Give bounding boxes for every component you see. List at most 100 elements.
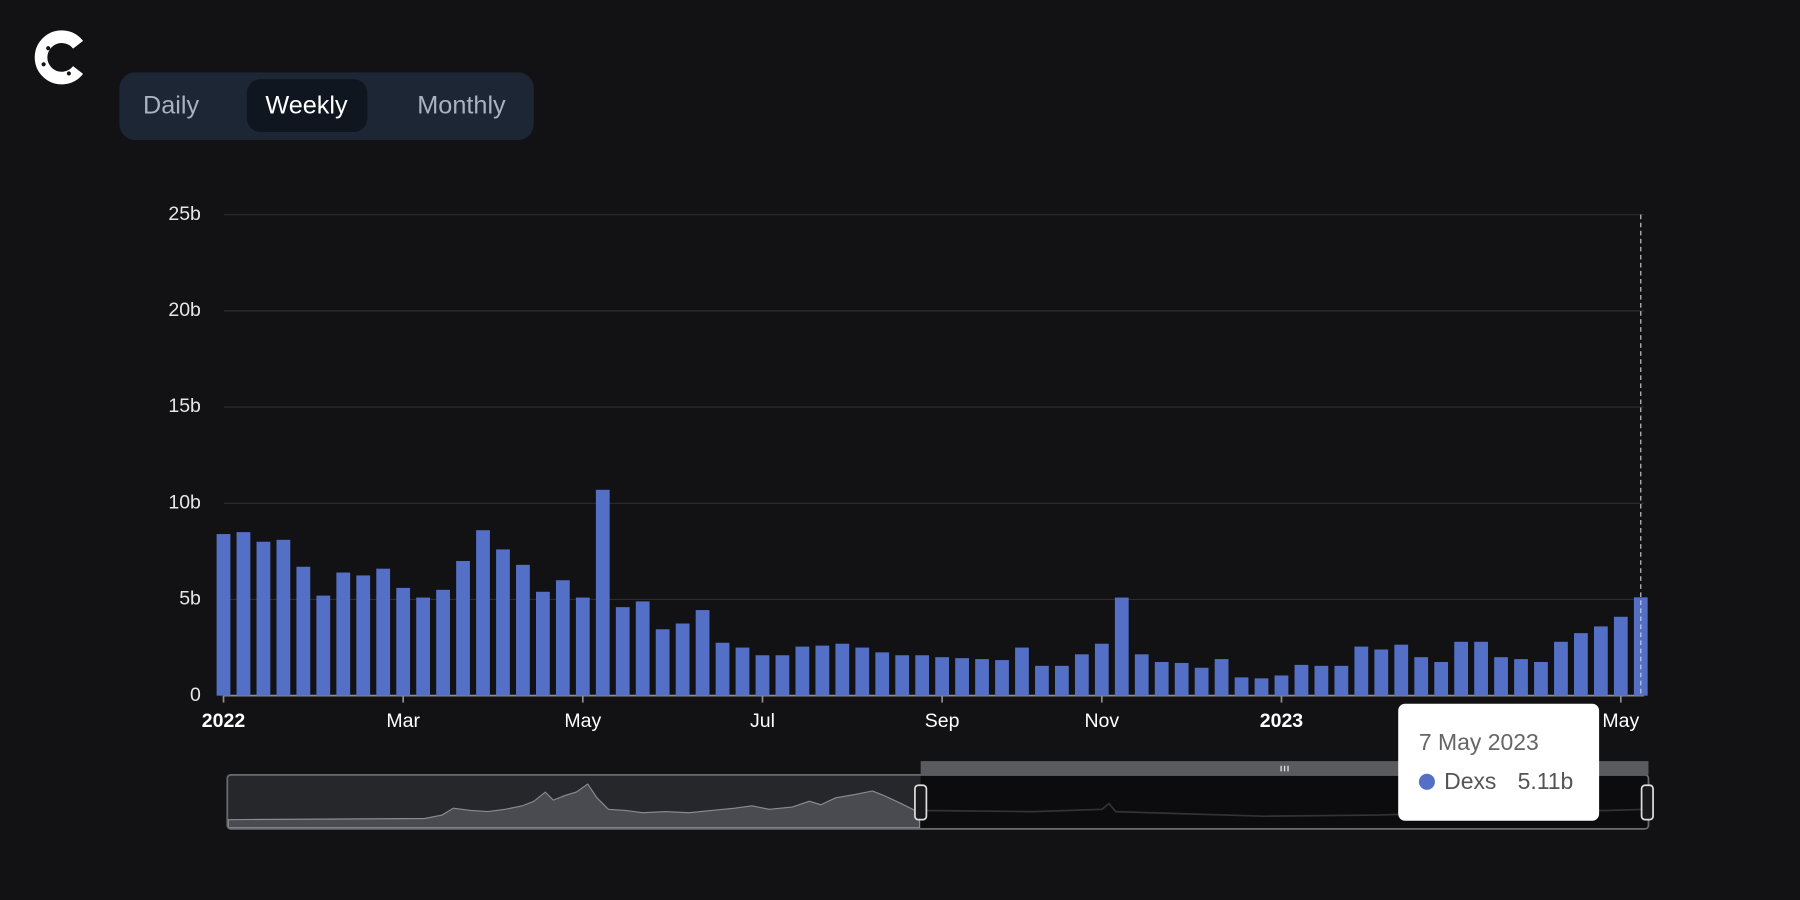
bar bbox=[1035, 665, 1049, 696]
bar bbox=[1354, 646, 1369, 696]
tooltip-value: 5.11b bbox=[1518, 768, 1574, 794]
bar bbox=[296, 566, 311, 696]
bar bbox=[1194, 667, 1209, 696]
bar bbox=[1134, 654, 1149, 696]
bar bbox=[1414, 657, 1429, 696]
bar bbox=[1394, 644, 1409, 696]
bar bbox=[1214, 659, 1229, 696]
bar bbox=[635, 601, 650, 696]
bar bbox=[276, 539, 291, 696]
range-button[interactable]: Monthly bbox=[417, 91, 506, 119]
y-tick-label: 5b bbox=[179, 588, 201, 610]
x-tick-label: Mar bbox=[386, 710, 420, 732]
bar bbox=[1254, 678, 1269, 696]
bar bbox=[915, 655, 930, 696]
bar bbox=[1154, 661, 1169, 696]
navigator bbox=[226, 761, 1654, 830]
bar bbox=[815, 645, 830, 696]
bar bbox=[755, 655, 770, 696]
bar bbox=[1374, 649, 1389, 696]
navigator-area bbox=[227, 783, 921, 829]
bar bbox=[655, 629, 670, 696]
x-tick-label: Nov bbox=[1084, 710, 1119, 732]
bar bbox=[855, 647, 870, 696]
bar bbox=[995, 660, 1009, 696]
bar bbox=[1015, 647, 1029, 696]
bar bbox=[695, 610, 710, 696]
range-button[interactable]: Weekly bbox=[265, 91, 348, 119]
bar bbox=[1055, 665, 1069, 696]
bar bbox=[536, 591, 550, 696]
bar bbox=[1574, 633, 1588, 696]
x-tick-label: May bbox=[564, 710, 601, 732]
scrollbar-grip bbox=[1280, 765, 1289, 772]
range-button-active[interactable] bbox=[246, 79, 368, 133]
bar bbox=[456, 560, 470, 696]
bar bbox=[1074, 654, 1089, 696]
bar bbox=[1434, 661, 1449, 696]
bar bbox=[476, 530, 490, 696]
bar bbox=[496, 549, 510, 696]
bar bbox=[975, 659, 989, 696]
bar bbox=[775, 655, 790, 696]
bar bbox=[1474, 641, 1488, 696]
bar bbox=[1534, 661, 1548, 696]
bar bbox=[1094, 643, 1109, 696]
x-tick-label: 2022 bbox=[202, 710, 246, 732]
x-tick-label: Sep bbox=[925, 710, 960, 732]
bar bbox=[236, 532, 251, 696]
bar bbox=[675, 623, 690, 696]
logo bbox=[34, 30, 84, 85]
y-tick-label: 15b bbox=[168, 395, 201, 417]
tooltip bbox=[1398, 703, 1600, 821]
legend-label: Dexs bbox=[1444, 768, 1496, 794]
bar bbox=[1294, 664, 1309, 696]
y-tick-label: 0 bbox=[190, 684, 201, 706]
bar bbox=[256, 541, 271, 696]
bar bbox=[1554, 641, 1568, 696]
bar bbox=[396, 587, 411, 696]
y-tick-label: 10b bbox=[168, 491, 201, 513]
x-tick-label: Jul bbox=[750, 710, 775, 732]
bar bbox=[516, 564, 530, 696]
y-tick-label: 25b bbox=[168, 203, 201, 225]
bar bbox=[795, 646, 810, 696]
bar bbox=[895, 655, 910, 696]
bar bbox=[1633, 597, 1648, 696]
bar bbox=[336, 572, 351, 696]
bar bbox=[595, 489, 610, 696]
tooltip-title: 7 May 2023 bbox=[1419, 729, 1539, 755]
x-tick-label: May bbox=[1602, 710, 1639, 732]
bar bbox=[1613, 616, 1628, 696]
bar bbox=[1334, 665, 1349, 696]
bar bbox=[356, 575, 371, 696]
bar bbox=[1274, 675, 1289, 696]
y-tick-label: 20b bbox=[168, 299, 201, 321]
range-button[interactable]: Daily bbox=[143, 91, 199, 119]
bar bbox=[555, 580, 570, 696]
bar bbox=[1454, 641, 1469, 696]
bar bbox=[575, 597, 590, 696]
navigator-handle[interactable] bbox=[1640, 784, 1654, 821]
legend-marker bbox=[1418, 773, 1435, 790]
bar bbox=[1593, 626, 1608, 696]
bar bbox=[436, 589, 450, 696]
bar bbox=[835, 643, 850, 696]
bar bbox=[935, 657, 950, 696]
navigator-handle[interactable] bbox=[914, 784, 928, 821]
bar bbox=[1514, 659, 1528, 696]
x-tick-label: 2023 bbox=[1260, 710, 1304, 732]
bar bbox=[376, 568, 391, 696]
bar bbox=[955, 658, 969, 696]
bar bbox=[1494, 657, 1508, 696]
bar bbox=[316, 595, 331, 696]
bar bbox=[715, 642, 730, 696]
bar bbox=[1234, 677, 1249, 696]
bar bbox=[1114, 597, 1129, 696]
bar bbox=[216, 534, 231, 696]
bar bbox=[1174, 662, 1189, 696]
bar bbox=[1314, 665, 1329, 696]
bar bbox=[615, 607, 630, 696]
